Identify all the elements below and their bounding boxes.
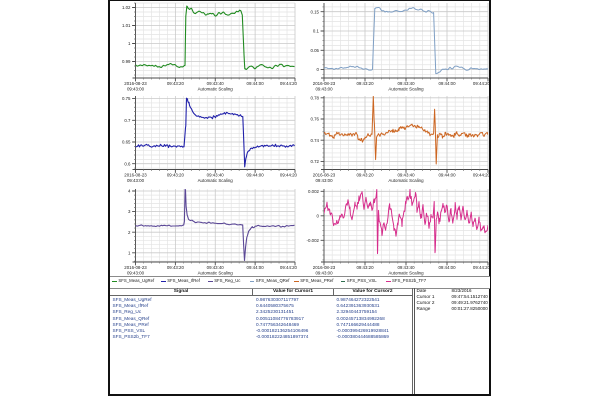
svg-text:2016-08-23: 2016-08-23 (313, 265, 336, 270)
svg-text:09:44:00: 09:44:00 (247, 173, 265, 178)
svg-text:09:43:00: 09:43:00 (315, 178, 333, 183)
svg-text:Automatic Scaling: Automatic Scaling (388, 270, 424, 275)
svg-text:09:44:00: 09:44:00 (438, 173, 456, 178)
svg-text:09:44:00: 09:44:00 (438, 81, 456, 86)
svg-text:3: 3 (128, 209, 131, 214)
svg-text:1: 1 (128, 41, 131, 46)
svg-text:09:44:00: 09:44:00 (247, 265, 265, 270)
svg-text:1.01: 1.01 (122, 23, 131, 28)
svg-text:0.002: 0.002 (308, 189, 320, 194)
svg-text:0.15: 0.15 (310, 9, 319, 14)
svg-text:0.65: 0.65 (122, 140, 131, 145)
svg-text:Automatic Scaling: Automatic Scaling (198, 178, 234, 183)
svg-text:0: 0 (317, 67, 320, 72)
svg-text:0.6: 0.6 (124, 161, 131, 166)
svg-text:Automatic Scaling: Automatic Scaling (198, 270, 234, 275)
svg-text:09:43:20: 09:43:20 (167, 265, 185, 270)
svg-text:09:44:20: 09:44:20 (473, 265, 491, 270)
svg-text:2016-08-23: 2016-08-23 (124, 265, 147, 270)
svg-text:09:44:20: 09:44:20 (280, 265, 298, 270)
svg-text:09:44:20: 09:44:20 (280, 81, 298, 86)
svg-text:0.05: 0.05 (310, 48, 319, 53)
svg-text:2: 2 (128, 230, 131, 235)
svg-text:1.02: 1.02 (122, 5, 131, 10)
svg-text:09:43:20: 09:43:20 (167, 173, 185, 178)
svg-text:09:43:20: 09:43:20 (356, 81, 374, 86)
svg-text:09:44:00: 09:44:00 (438, 265, 456, 270)
svg-text:09:44:20: 09:44:20 (473, 173, 491, 178)
svg-text:09:43:40: 09:43:40 (397, 81, 415, 86)
svg-text:0.75: 0.75 (122, 96, 131, 101)
svg-text:09:43:40: 09:43:40 (397, 173, 415, 178)
svg-text:Automatic Scaling: Automatic Scaling (388, 178, 424, 183)
svg-text:09:43:20: 09:43:20 (167, 81, 185, 86)
svg-text:09:44:20: 09:44:20 (280, 173, 298, 178)
svg-text:0.76: 0.76 (310, 117, 319, 122)
svg-text:-0.002: -0.002 (307, 238, 320, 243)
svg-text:Automatic Scaling: Automatic Scaling (198, 86, 234, 91)
svg-text:09:43:20: 09:43:20 (356, 265, 374, 270)
svg-text:09:44:00: 09:44:00 (247, 81, 265, 86)
svg-text:0: 0 (317, 213, 320, 218)
svg-text:2016-08-23: 2016-08-23 (124, 173, 147, 178)
svg-text:2016-08-23: 2016-08-23 (313, 81, 336, 86)
svg-text:09:43:00: 09:43:00 (315, 270, 333, 275)
svg-text:Automatic Scaling: Automatic Scaling (388, 86, 424, 91)
svg-text:09:44:20: 09:44:20 (473, 81, 491, 86)
svg-text:0.78: 0.78 (310, 95, 319, 100)
svg-text:4: 4 (128, 189, 131, 194)
svg-text:09:43:00: 09:43:00 (127, 270, 145, 275)
svg-text:09:43:00: 09:43:00 (127, 178, 145, 183)
svg-text:1: 1 (128, 250, 131, 255)
svg-text:0.7: 0.7 (124, 118, 131, 123)
svg-text:09:43:00: 09:43:00 (315, 86, 333, 91)
svg-text:2016-08-23: 2016-08-23 (124, 81, 147, 86)
svg-text:0.1: 0.1 (313, 29, 320, 34)
svg-text:09:43:40: 09:43:40 (207, 265, 225, 270)
svg-text:0.99: 0.99 (122, 59, 131, 64)
svg-text:09:43:00: 09:43:00 (127, 86, 145, 91)
svg-text:0.72: 0.72 (310, 159, 319, 164)
svg-text:09:43:40: 09:43:40 (207, 173, 225, 178)
svg-text:0.74: 0.74 (310, 138, 319, 143)
svg-text:09:43:20: 09:43:20 (356, 173, 374, 178)
svg-text:2016-08-23: 2016-08-23 (313, 173, 336, 178)
svg-text:09:43:40: 09:43:40 (207, 81, 225, 86)
svg-text:09:43:40: 09:43:40 (397, 265, 415, 270)
